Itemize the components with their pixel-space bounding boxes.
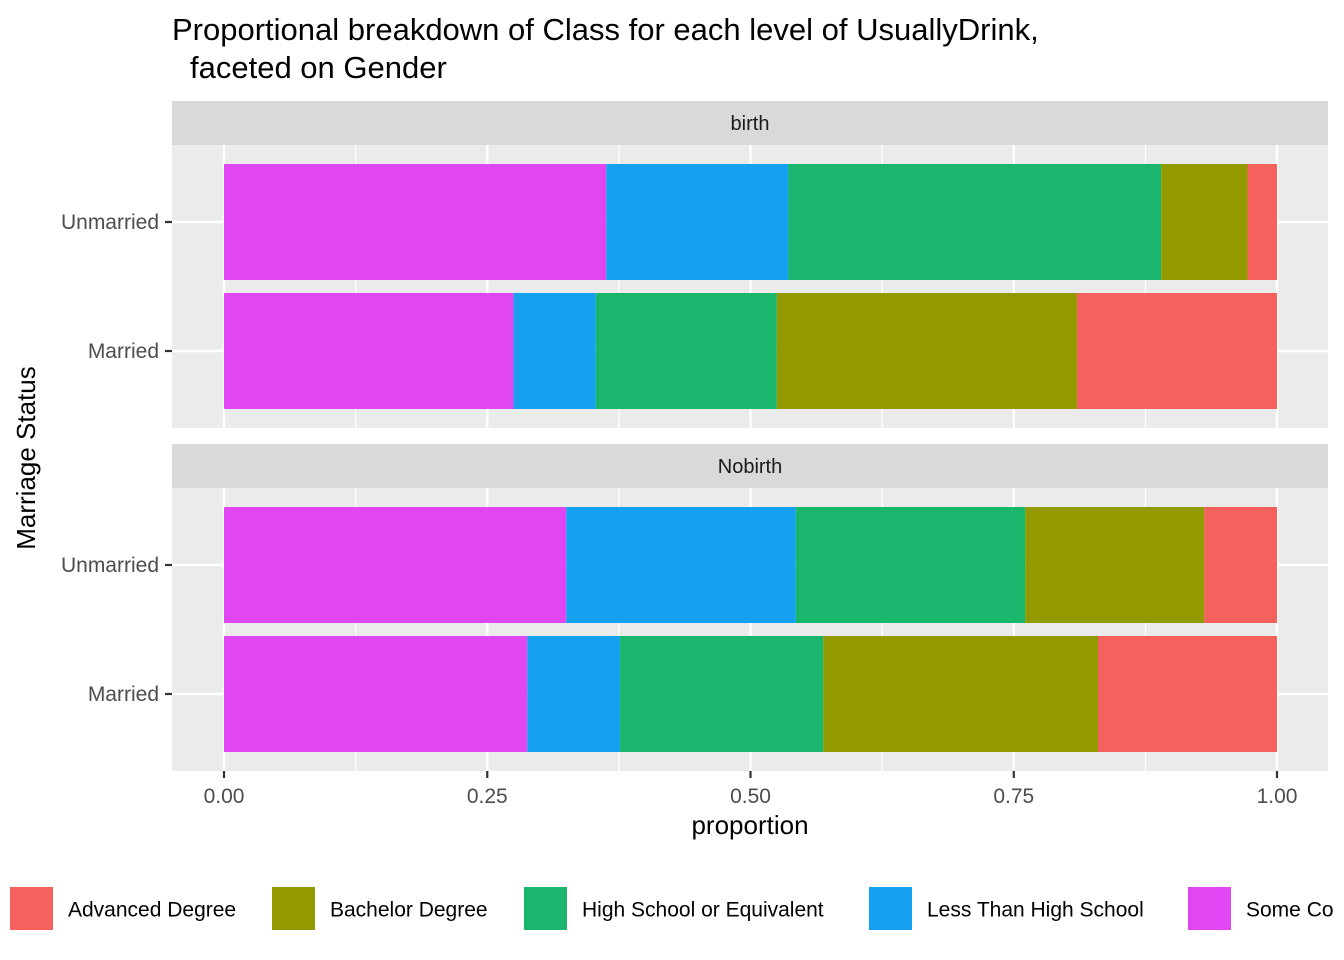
legend-item-less-than-high-school: Less Than High School [869,887,1144,930]
legend-key [869,887,912,930]
x-tick-label: 0.00 [204,785,245,808]
legend-label: High School or Equivalent [582,899,824,922]
bar-less-than-high-school [527,636,620,752]
bar-less-than-high-school [606,164,789,280]
facet-strip-label: birth [731,113,770,135]
chart-title-line1: Proportional breakdown of Class for each… [172,12,1039,47]
y-tick-label: Married [88,340,159,363]
legend-item-bachelor-degree: Bachelor Degree [272,887,488,930]
facet-panels: birth Unmarried Married Nobirth Unmarried Mar… [61,101,1328,771]
x-axis: 0.00 0.25 0.50 0.75 1.00 [204,771,1298,808]
legend-label: Advanced Degree [68,899,236,922]
legend-label: Less Than High School [927,899,1144,922]
facet-strip [172,101,1328,145]
x-tick-label: 0.25 [467,785,508,808]
y-tick-label: Married [88,683,159,706]
bar-bachelor-degree [776,293,1077,409]
bar-bachelor-degree [1161,164,1248,280]
x-axis-title: proportion [691,810,808,840]
bar-some-college [224,636,528,752]
legend-key [10,887,53,930]
facet-birth: birth Unmarried Married [61,101,1328,428]
bar-high-school-or-equivalent [788,164,1162,280]
chart-title-line2: faceted on Gender [190,50,447,85]
legend-key [1188,887,1231,930]
bar-bachelor-degree [1025,507,1205,623]
bar-some-college [224,507,567,623]
bar-less-than-high-school [513,293,596,409]
bar-high-school-or-equivalent [619,636,824,752]
facet-strip [172,444,1328,488]
bar-less-than-high-school [566,507,796,623]
legend-label: Some Co [1246,899,1334,922]
legend-item-some-college: Some Co [1188,887,1334,930]
legend-label: Bachelor Degree [330,899,488,922]
legend-item-advanced-degree: Advanced Degree [10,887,236,930]
bar-advanced-degree [1247,164,1277,280]
bar-advanced-degree [1204,507,1277,623]
legend-key [272,887,315,930]
x-tick-label: 0.50 [730,785,771,808]
x-tick-label: 1.00 [1257,785,1298,808]
y-tick-label: Unmarried [61,211,159,234]
legend-item-high-school-or-equivalent: High School or Equivalent [524,887,824,930]
y-tick-label: Unmarried [61,554,159,577]
bar-high-school-or-equivalent [795,507,1026,623]
bar-high-school-or-equivalent [595,293,777,409]
x-tick-label: 0.75 [993,785,1034,808]
bar-advanced-degree [1076,293,1277,409]
y-axis-title: Marriage Status [11,366,41,550]
facet-strip-label: Nobirth [718,456,782,478]
bar-advanced-degree [1097,636,1277,752]
bar-bachelor-degree [823,636,1098,752]
bar-some-college [224,293,514,409]
bar-some-college [224,164,607,280]
legend-key [524,887,567,930]
legend: Advanced Degree Bachelor Degree High Schoo… [10,887,1334,930]
facet-nobirth: Nobirth Unmarried Married [61,444,1328,771]
